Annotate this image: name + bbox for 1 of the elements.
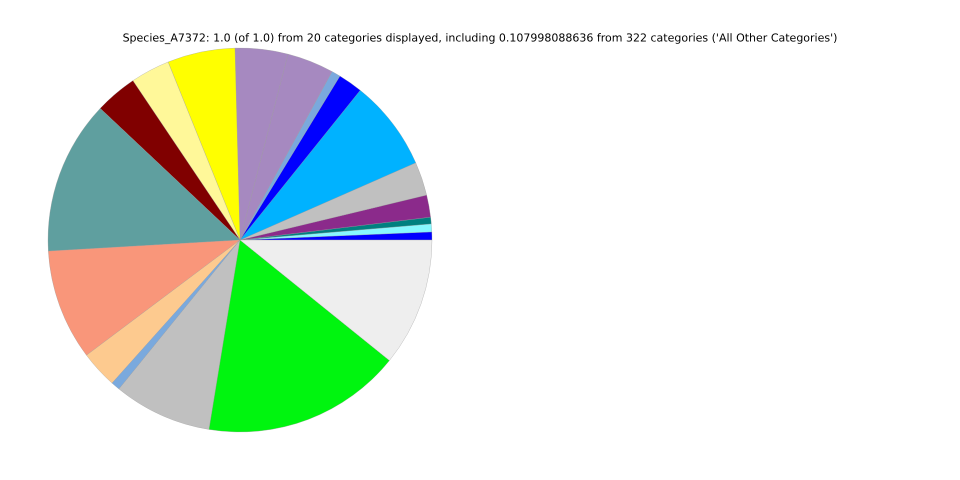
text: Species_A7372: 1.0 (of 1.0) from 20 categories displayed, including 0.107998088636 from 322 categories ('All Other Categories') bbox=[122, 31, 838, 44]
